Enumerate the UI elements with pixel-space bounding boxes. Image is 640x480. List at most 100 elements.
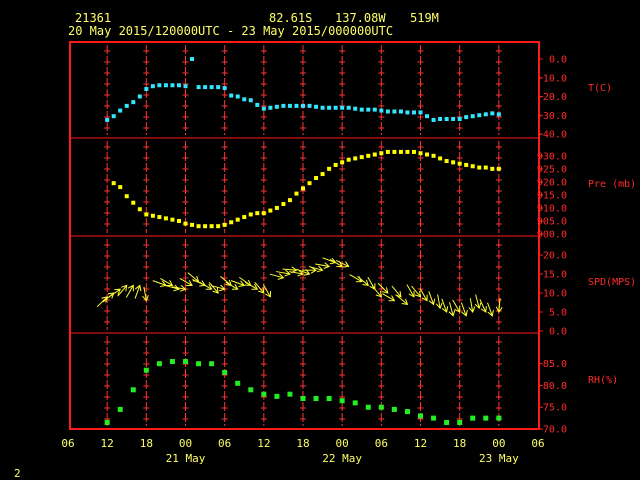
data-point <box>131 100 136 105</box>
data-point <box>157 83 162 88</box>
data-point <box>385 149 390 154</box>
wind-arrow <box>199 281 213 290</box>
data-point <box>301 186 305 191</box>
wind-shaft <box>460 302 467 316</box>
data-point <box>490 111 495 116</box>
wind-head <box>382 287 389 294</box>
data-point <box>104 419 110 425</box>
data-point <box>183 359 188 365</box>
data-point <box>346 157 351 162</box>
data-point <box>274 205 279 210</box>
data-point <box>222 222 227 227</box>
data-point <box>248 212 253 217</box>
wind-shaft <box>125 285 134 298</box>
data-point <box>405 110 410 115</box>
wind-shaft <box>296 268 310 275</box>
wind-shaft <box>282 268 297 271</box>
data-point <box>340 160 345 165</box>
wind-shaft <box>498 298 501 313</box>
data-point <box>411 149 416 154</box>
y-tick-label: 915.0 <box>537 190 567 201</box>
wind-head <box>258 287 265 294</box>
data-point <box>105 117 110 122</box>
data-point <box>438 117 443 121</box>
data-point <box>287 391 293 397</box>
data-point <box>203 224 208 229</box>
wind-shaft <box>165 285 180 290</box>
wind-head <box>495 306 503 313</box>
data-point <box>144 212 149 217</box>
data-point <box>411 110 416 115</box>
wind-head <box>441 306 449 313</box>
data-point <box>483 112 488 117</box>
data-point <box>353 156 358 161</box>
y-tick-label: -10.0 <box>537 73 567 84</box>
data-point <box>268 208 273 213</box>
x-tick-label: 12 <box>101 437 114 450</box>
data-point <box>398 149 403 154</box>
wind-head <box>114 288 122 295</box>
wind-head <box>448 310 456 317</box>
data-point <box>320 105 325 110</box>
wind-shaft <box>211 285 225 290</box>
wind-arrow <box>391 285 402 298</box>
data-point <box>490 166 495 171</box>
data-point <box>163 216 168 221</box>
wind-shaft <box>254 281 265 294</box>
data-point <box>398 109 403 114</box>
wind-shaft <box>134 285 141 299</box>
wind-head <box>121 284 128 292</box>
wind-shaft <box>396 295 408 305</box>
wind-arrow <box>117 284 128 297</box>
data-point <box>314 104 319 109</box>
wind-arrow <box>335 260 350 268</box>
data-point <box>333 162 338 167</box>
data-point <box>169 359 175 365</box>
x-tick-label: 18 <box>453 437 466 450</box>
wind-head <box>414 290 422 298</box>
wind-shaft <box>475 294 480 309</box>
data-point <box>392 109 397 114</box>
wind-arrow <box>474 294 482 310</box>
wind-shaft <box>199 281 212 290</box>
y-tick-label: 920.0 <box>537 177 567 188</box>
data-point <box>118 108 123 113</box>
data-point <box>242 215 247 220</box>
data-point <box>372 107 377 112</box>
wind-head <box>375 290 382 298</box>
data-point <box>457 419 463 425</box>
wind-head <box>205 283 213 290</box>
wind-arrow <box>276 269 291 277</box>
data-point <box>235 380 241 386</box>
wind-head <box>251 283 259 290</box>
wind-arrow <box>371 285 382 298</box>
data-point <box>464 115 469 120</box>
data-point <box>183 221 188 226</box>
wind-arrow <box>160 277 174 286</box>
wind-arrow <box>152 280 167 287</box>
y-tick-label: 75.0 <box>543 403 567 414</box>
data-point <box>346 105 351 110</box>
wind-shaft <box>108 288 121 298</box>
header: 21361 82.61S 137.08W 519M 20 May 2015/12… <box>68 11 439 38</box>
wind-arrow <box>382 293 396 302</box>
data-point <box>372 152 377 157</box>
data-point <box>157 215 162 220</box>
x-tick-label: 00 <box>336 437 349 450</box>
data-point <box>444 159 449 164</box>
wind-arrow <box>357 276 370 287</box>
wind-head <box>212 287 219 294</box>
wind-head <box>284 269 291 277</box>
data-point <box>418 151 423 156</box>
data-point <box>464 162 469 167</box>
y-tick-label: 0.0 <box>549 327 567 338</box>
data-point <box>196 85 201 90</box>
x-day-label: 22 May <box>322 452 362 465</box>
data-point <box>248 387 254 393</box>
wind-shaft <box>419 288 428 301</box>
wind-arrow <box>452 299 461 313</box>
data-point <box>431 117 436 122</box>
data-point <box>496 112 501 117</box>
wind-head <box>468 306 476 313</box>
y-tick-label: 905.0 <box>537 216 567 227</box>
